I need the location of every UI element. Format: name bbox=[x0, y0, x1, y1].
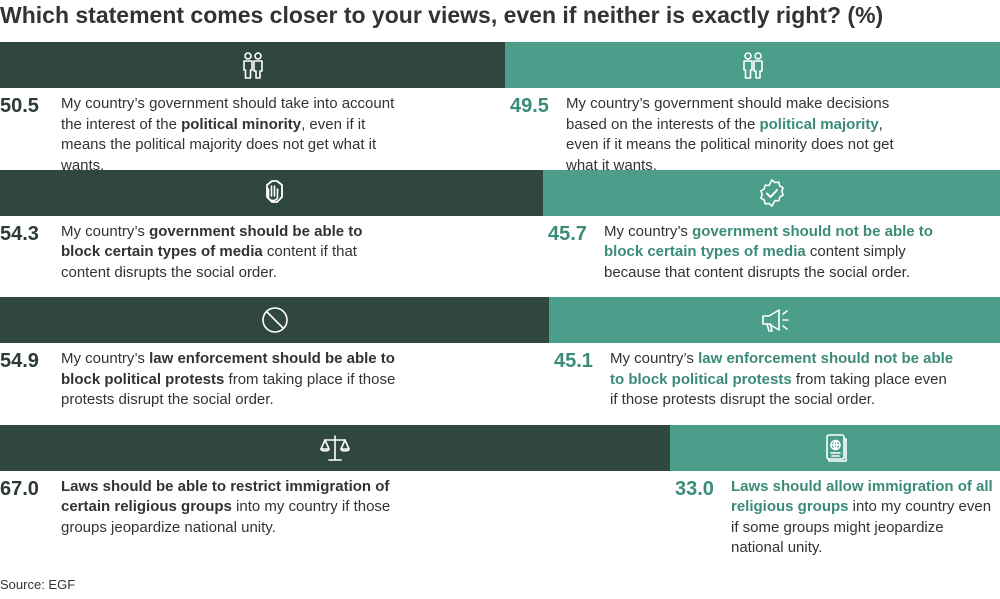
scales-icon bbox=[319, 432, 351, 464]
chart-title: Which statement comes closer to your vie… bbox=[0, 2, 884, 28]
value-left: 54.9 bbox=[0, 350, 39, 372]
row-4: 67.0 Laws should be able to restrict immi… bbox=[0, 424, 1000, 556]
value-left: 50.5 bbox=[0, 95, 39, 117]
statement-left: My country’s law enforcement should be a… bbox=[61, 350, 396, 408]
row-1: 50.5 My country’s government should take … bbox=[0, 42, 1000, 174]
value-left: 54.3 bbox=[0, 222, 39, 245]
stop-hand-icon bbox=[256, 177, 288, 209]
megaphone-icon bbox=[759, 304, 791, 336]
check-circle-icon bbox=[756, 177, 788, 209]
bar-right bbox=[543, 169, 1000, 216]
statement-right: My country’s government should make deci… bbox=[566, 95, 894, 174]
bar-left bbox=[0, 297, 549, 343]
people-icon bbox=[237, 49, 269, 81]
people-icon bbox=[737, 49, 769, 81]
value-right: 49.5 bbox=[510, 95, 549, 117]
statement-left: My country’s government should be able t… bbox=[61, 222, 363, 281]
source-note: Source: EGF bbox=[0, 577, 76, 592]
value-left: 67.0 bbox=[0, 477, 39, 500]
value-right: 33.0 bbox=[675, 477, 714, 500]
row-3: 54.9 My country’s law enforcement should … bbox=[0, 297, 1000, 417]
value-right: 45.1 bbox=[554, 350, 593, 372]
prohibited-icon bbox=[259, 304, 291, 336]
statement-right: Laws should allow immigration of all rel… bbox=[731, 477, 993, 557]
bar-right bbox=[549, 297, 1000, 343]
statement-right: My country’s law enforcement should not … bbox=[610, 350, 954, 408]
statement-left: My country’s government should take into… bbox=[61, 95, 395, 174]
passport-icon bbox=[819, 432, 851, 464]
statement-right: My country’s government should not be ab… bbox=[604, 222, 933, 281]
bar-right bbox=[670, 424, 1000, 471]
bar-right bbox=[505, 42, 1000, 88]
bar-left bbox=[0, 42, 505, 88]
bar-left bbox=[0, 169, 543, 216]
value-right: 45.7 bbox=[548, 222, 587, 245]
bar-left bbox=[0, 424, 670, 471]
statement-left: Laws should be able to restrict immigrat… bbox=[61, 477, 391, 536]
row-2: 54.3 My country’s government should be ab… bbox=[0, 169, 1000, 290]
